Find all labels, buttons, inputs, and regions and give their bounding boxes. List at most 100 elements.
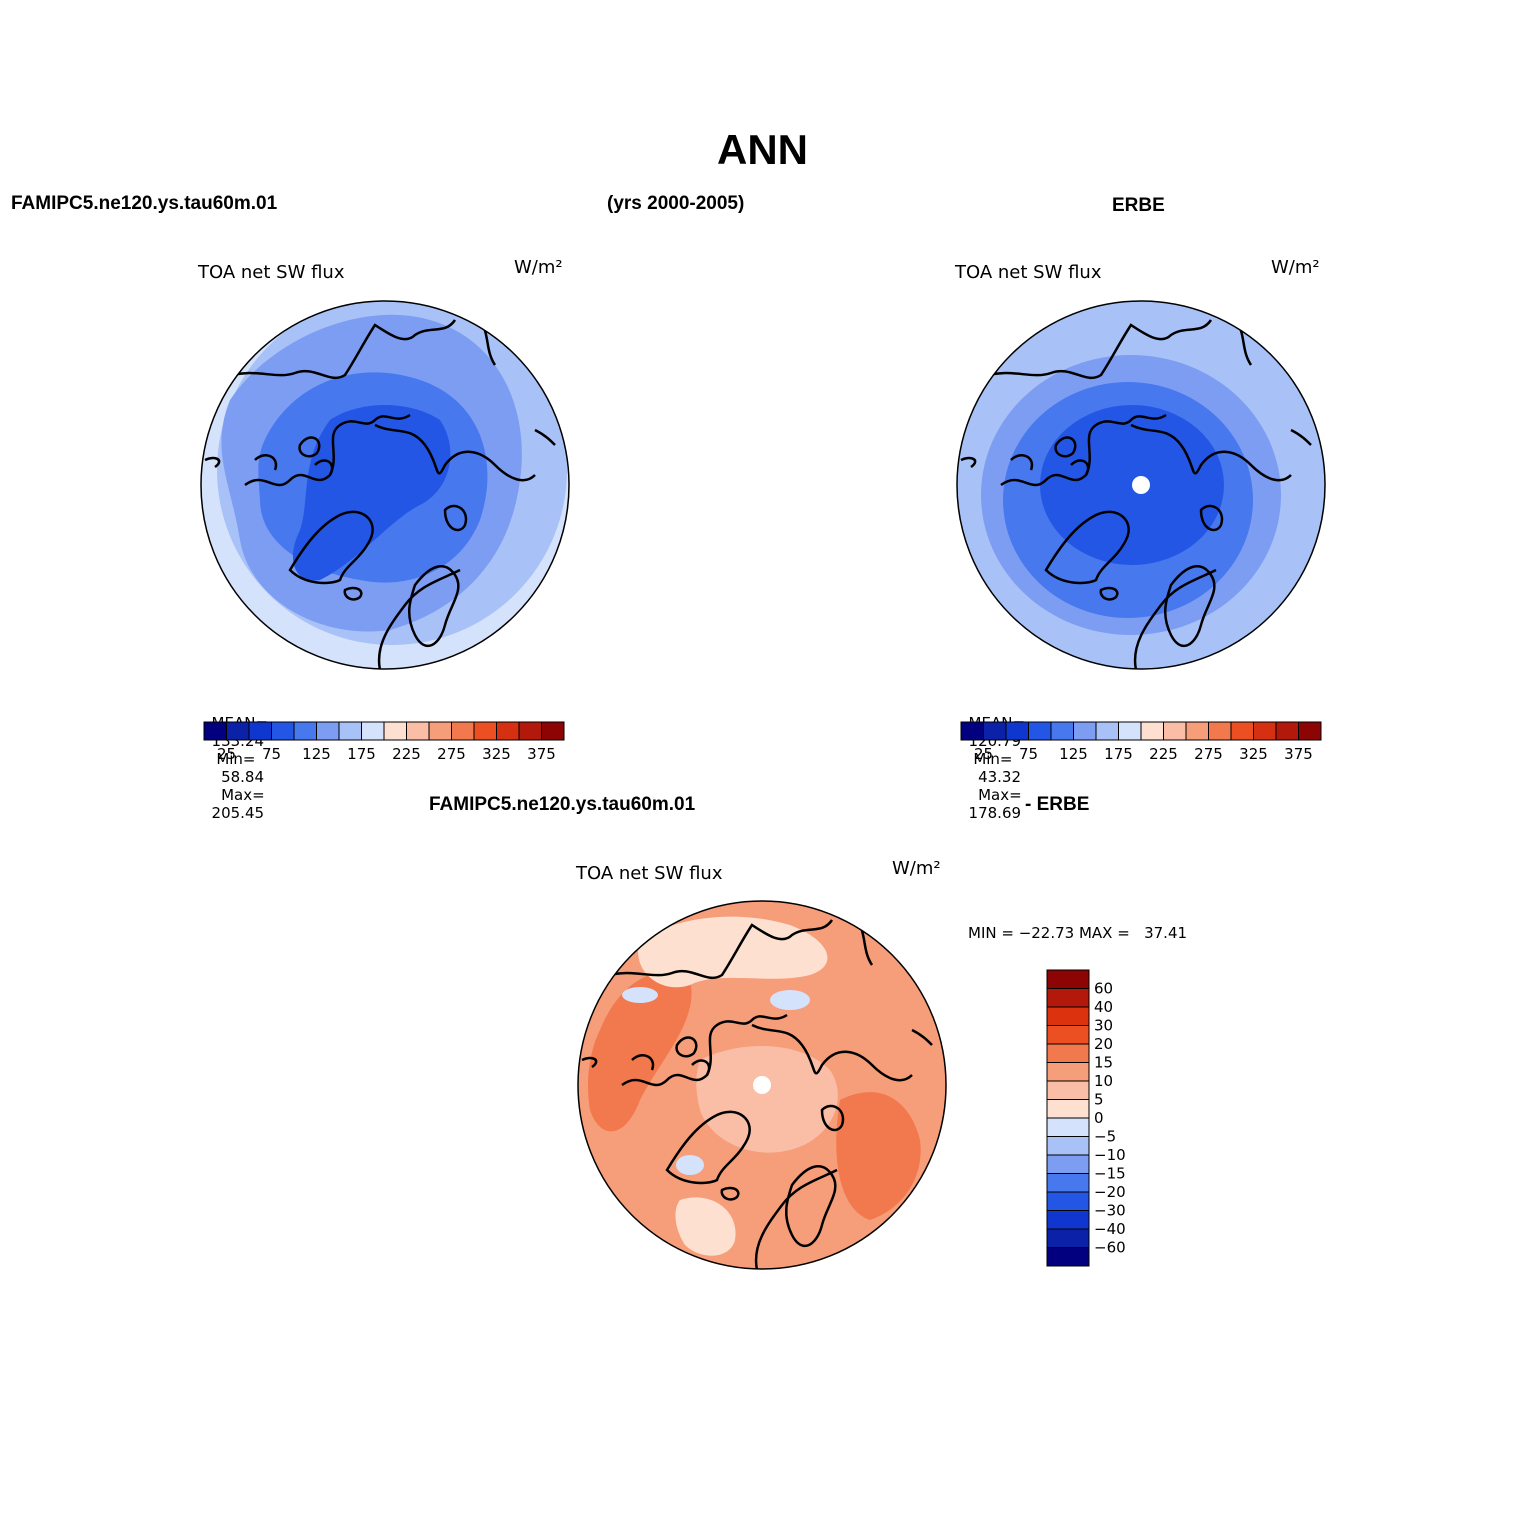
obs-colorbar-label: 75 <box>1019 745 1038 763</box>
diff-colorbar-box <box>1046 1173 1090 1193</box>
diff-pole-missing <box>753 1076 771 1094</box>
obs-pole-missing <box>1132 476 1150 494</box>
obs-colorbar-box <box>1073 721 1097 741</box>
diff-colorbar-box <box>1046 1025 1090 1045</box>
obs-colorbar-box <box>1050 721 1074 741</box>
diff-contour-band-3 <box>696 1046 838 1153</box>
obs-map-border <box>956 300 1326 670</box>
obs-min-value: 43.32 <box>978 768 1022 786</box>
obs-colorbar-label: 125 <box>1059 745 1088 763</box>
obs-colorbar-label: 175 <box>1104 745 1133 763</box>
diff-colorbar-label: −20 <box>1094 1183 1126 1201</box>
diff-colorbar-box <box>1046 1247 1090 1267</box>
obs-colorbar: 25 75 125 175 225 275 325 375 <box>960 721 1322 763</box>
model-variable-label: TOA net SW flux <box>198 262 345 283</box>
diff-map <box>578 901 946 1269</box>
diff-contour-band-2 <box>836 1092 921 1220</box>
diff-colorbar-box <box>1046 1080 1090 1100</box>
diff-colorbar-label: 0 <box>1094 1109 1104 1127</box>
obs-colorbar-box <box>1163 721 1187 741</box>
model-colorbar: 25 75 125 175 225 275 325 375 <box>203 721 565 763</box>
diff-contour-band-7 <box>770 990 810 1010</box>
diff-map-border <box>577 900 947 1270</box>
model-colorbar-box <box>203 721 227 741</box>
model-map <box>201 301 569 669</box>
diff-colorbar-label: −60 <box>1094 1239 1126 1257</box>
diff-colorbar-box <box>1046 1136 1090 1156</box>
obs-colorbar-box <box>1253 721 1277 741</box>
case-name: FAMIPC5.ne120.ys.tau60m.01 <box>11 193 278 214</box>
obs-max-label: Max= <box>978 786 1022 804</box>
model-colorbar-box <box>428 721 452 741</box>
diff-colorbar-label: −40 <box>1094 1220 1126 1238</box>
model-colorbar-box <box>248 721 272 741</box>
model-colorbar-box <box>271 721 295 741</box>
model-colorbar-label: 375 <box>527 745 556 763</box>
model-colorbar-box <box>226 721 250 741</box>
diff-colorbar-box <box>1046 1062 1090 1082</box>
diff-colorbar-label: 40 <box>1094 998 1113 1016</box>
model-colorbar-label: 175 <box>347 745 376 763</box>
obs-min-label: Min= <box>973 750 1013 768</box>
obs-colorbar-box <box>1140 721 1164 741</box>
obs-colorbar-box <box>1028 721 1052 741</box>
model-colorbar-box <box>293 721 317 741</box>
diff-colorbar-label: −5 <box>1094 1128 1116 1146</box>
model-colorbar-box <box>406 721 430 741</box>
model-colorbar-box <box>338 721 362 741</box>
model-colorbar-box <box>541 721 565 741</box>
obs-colorbar-box <box>960 721 984 741</box>
model-colorbar-label: 75 <box>262 745 281 763</box>
model-units-label: W/m² <box>514 257 563 278</box>
obs-colorbar-label: 325 <box>1239 745 1268 763</box>
diff-colorbar-label: 60 <box>1094 980 1113 998</box>
diff-contour-band-4 <box>638 916 828 988</box>
diff-case-name: FAMIPC5.ne120.ys.tau60m.01 <box>429 794 696 815</box>
diff-colorbar-box <box>1046 1154 1090 1174</box>
diff-colorbar-label: −10 <box>1094 1146 1126 1164</box>
obs-colorbar-label: 375 <box>1284 745 1313 763</box>
diff-colorbar-box <box>1046 1228 1090 1248</box>
obs-colorbar-box <box>1118 721 1142 741</box>
diff-obs-name: - ERBE <box>1025 794 1090 815</box>
diff-units-label: W/m² <box>892 858 941 879</box>
obs-max-value: 178.69 <box>968 804 1022 822</box>
model-max-value: 205.45 <box>211 804 265 822</box>
model-colorbar-label: 275 <box>437 745 466 763</box>
diff-contour-band-8 <box>622 987 658 1003</box>
diff-colorbar-label: −30 <box>1094 1202 1126 1220</box>
diff-contour-band-6 <box>676 1155 704 1175</box>
model-map-border <box>200 300 570 670</box>
model-max-label: Max= <box>221 786 265 804</box>
obs-colorbar-box <box>1275 721 1299 741</box>
diff-colorbar-box <box>1046 1210 1090 1230</box>
diff-colorbar-label: 30 <box>1094 1017 1113 1035</box>
diff-colorbar-box <box>1046 1043 1090 1063</box>
obs-colorbar-label: 25 <box>974 745 993 763</box>
model-colorbar-box <box>383 721 407 741</box>
diff-colorbar-box <box>1046 1006 1090 1026</box>
diff-contour-band-5 <box>675 1197 736 1256</box>
diff-colorbar-box <box>1046 1191 1090 1211</box>
diff-colorbar-box <box>1046 988 1090 1008</box>
obs-map <box>957 301 1325 669</box>
model-colorbar-label: 225 <box>392 745 421 763</box>
diff-colorbar-label: 10 <box>1094 1072 1113 1090</box>
obs-colorbar-label: 275 <box>1194 745 1223 763</box>
model-min-value: 58.84 <box>221 768 265 786</box>
diff-colorbar-box <box>1046 1099 1090 1119</box>
obs-colorbar-box <box>1185 721 1209 741</box>
model-colorbar-box <box>451 721 475 741</box>
diff-colorbar-box <box>1046 969 1090 989</box>
diff-colorbar-label: 5 <box>1094 1091 1104 1109</box>
model-colorbar-box <box>518 721 542 741</box>
diff-colorbar-label: 15 <box>1094 1054 1113 1072</box>
obs-units-label: W/m² <box>1271 257 1320 278</box>
diff-colorbar-box <box>1046 1117 1090 1137</box>
model-colorbar-box <box>496 721 520 741</box>
model-colorbar-box <box>473 721 497 741</box>
years-label: (yrs 2000-2005) <box>607 193 745 214</box>
main-title: ANN <box>717 126 808 173</box>
